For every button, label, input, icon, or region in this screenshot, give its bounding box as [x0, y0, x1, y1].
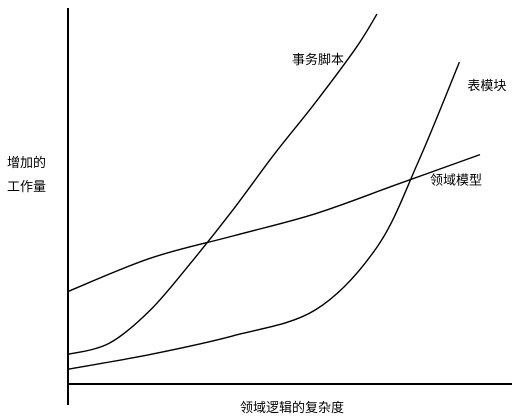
series-line-3	[67, 153, 481, 293]
series-group	[67, 13, 481, 370]
axes	[67, 8, 512, 405]
series-label-2: 表模块	[467, 79, 506, 94]
series-label-3: 领域模型	[430, 174, 482, 189]
series-line-1	[67, 13, 378, 356]
series-label-1: 事务脚本	[292, 52, 344, 68]
y-axis-label-line-2: 工作量	[7, 180, 46, 195]
y-axis-label-line-1: 增加的	[7, 155, 46, 171]
series-line-2	[67, 61, 461, 370]
x-axis-label: 领域逻辑的复杂度	[240, 400, 344, 416]
